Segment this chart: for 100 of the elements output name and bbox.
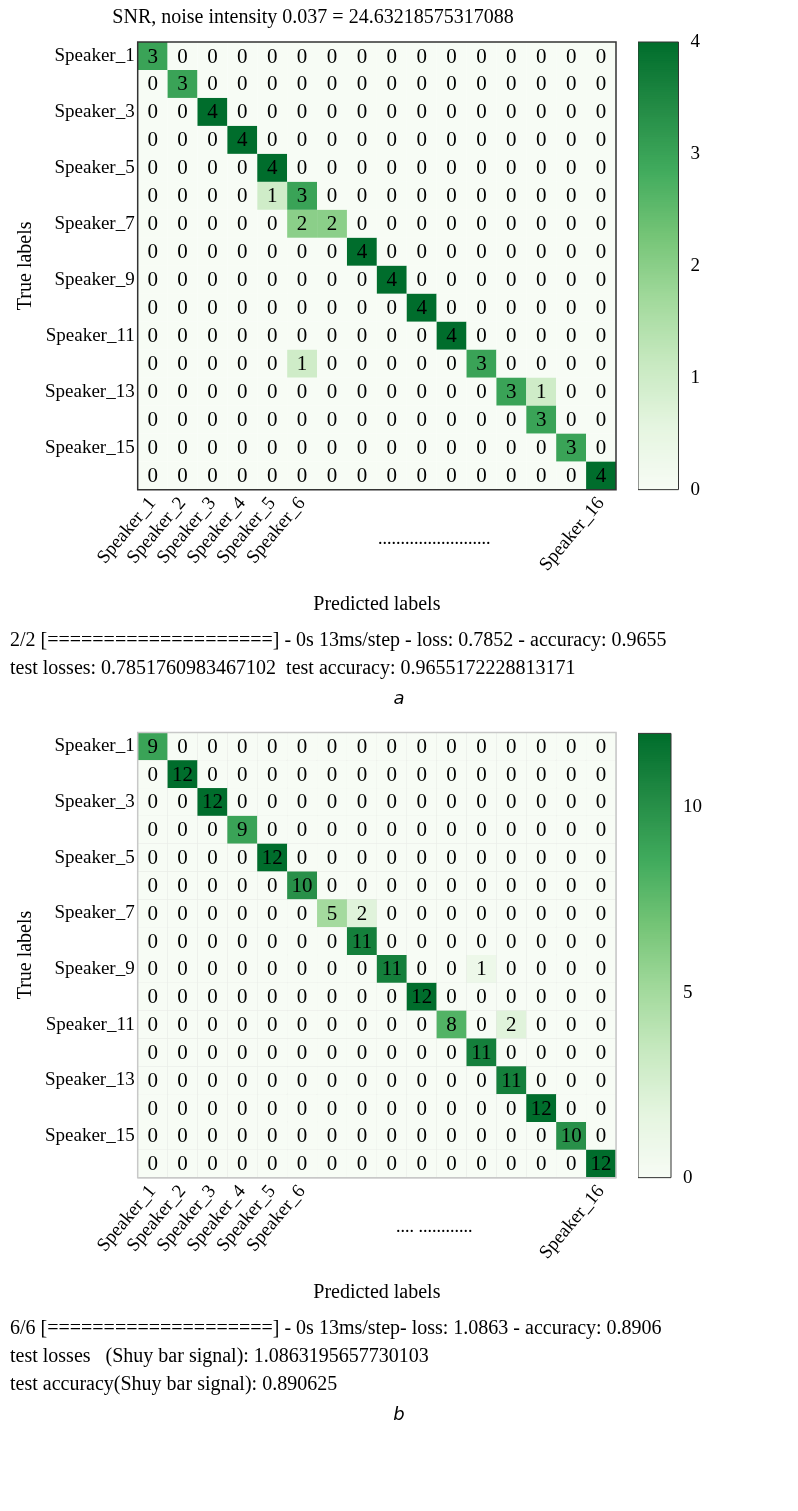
data-label: 0 <box>326 733 338 758</box>
data-label: 0 <box>416 323 427 348</box>
data-label: 0 <box>207 295 218 320</box>
data-label: 0 <box>386 1151 398 1176</box>
data-label: 0 <box>476 761 487 786</box>
y-tick-label: Speaker_7 <box>54 211 135 233</box>
data-label: 0 <box>356 733 368 758</box>
data-label: 0 <box>356 1123 368 1148</box>
data-label: 0 <box>506 239 517 264</box>
data-label: 0 <box>326 43 338 68</box>
data-label: 0 <box>207 1012 218 1037</box>
data-label: 0 <box>506 1095 517 1120</box>
data-label: 0 <box>266 351 278 376</box>
data-label: 0 <box>416 71 427 96</box>
data-label: 3 <box>177 71 188 96</box>
data-label: 0 <box>326 1039 338 1064</box>
y-tick-label: Speaker_11 <box>45 323 135 345</box>
data-label: 0 <box>565 99 577 124</box>
data-label: 0 <box>506 183 517 208</box>
data-label: 0 <box>595 127 607 152</box>
x-axis-title: Predicted labels <box>313 1280 441 1303</box>
data-label: 0 <box>207 817 218 842</box>
data-label: 0 <box>266 872 278 897</box>
data-label: 0 <box>147 463 158 488</box>
color-bar-label: 0 <box>683 1165 693 1187</box>
data-label: 0 <box>386 761 398 786</box>
data-label: 0 <box>386 1067 398 1092</box>
data-label: 0 <box>266 733 278 758</box>
data-label: 0 <box>177 817 188 842</box>
data-label: 0 <box>386 789 398 814</box>
data-label: 0 <box>326 435 338 460</box>
data-label: 0 <box>595 1123 607 1148</box>
data-label: 0 <box>147 351 158 376</box>
data-label: 0 <box>356 463 368 488</box>
data-label: 0 <box>595 1095 607 1120</box>
y-tick-label: Speaker_3 <box>54 99 135 121</box>
data-label: 0 <box>177 183 188 208</box>
data-label: 0 <box>177 351 188 376</box>
data-label: 0 <box>386 127 398 152</box>
data-label: 0 <box>207 71 218 96</box>
data-label: 0 <box>237 761 248 786</box>
data-label: 0 <box>595 435 607 460</box>
data-label: 0 <box>446 956 457 981</box>
data-label: 0 <box>356 1039 368 1064</box>
data-label: 0 <box>446 761 457 786</box>
data-label: 9 <box>147 733 158 758</box>
data-label: 0 <box>356 789 368 814</box>
data-label: 0 <box>446 239 457 264</box>
data-label: 0 <box>416 733 427 758</box>
data-label: 0 <box>595 1067 607 1092</box>
data-label: 0 <box>506 435 517 460</box>
data-label: 0 <box>147 267 158 292</box>
data-label: 0 <box>536 351 547 376</box>
data-label: 0 <box>266 1095 278 1120</box>
data-label: 3 <box>296 183 308 208</box>
data-label: 0 <box>386 71 398 96</box>
data-label: 0 <box>506 845 517 870</box>
data-label: 0 <box>536 1151 547 1176</box>
data-label: 0 <box>266 211 278 236</box>
data-label: 0 <box>177 99 188 124</box>
data-label: 0 <box>446 155 457 180</box>
data-label: 0 <box>326 379 338 404</box>
data-label: 0 <box>476 127 487 152</box>
data-label: 3 <box>536 407 547 432</box>
data-label: 0 <box>416 1067 427 1092</box>
data-label: 2 <box>296 211 308 236</box>
data-label: 0 <box>536 323 547 348</box>
data-label: 0 <box>536 845 547 870</box>
data-label: 0 <box>326 1151 338 1176</box>
data-label: 0 <box>177 155 188 180</box>
data-label: 0 <box>177 463 188 488</box>
data-label: 0 <box>446 127 457 152</box>
data-label: 0 <box>296 239 308 264</box>
data-label: 0 <box>565 928 577 953</box>
data-label: 0 <box>326 407 338 432</box>
data-label: 0 <box>446 183 457 208</box>
data-label: 0 <box>506 407 517 432</box>
data-label: 0 <box>237 1012 248 1037</box>
text: test accuracy(Shuy bar signal): 0.890625 <box>9 1371 339 1397</box>
data-label: 0 <box>416 1095 427 1120</box>
data-label: 0 <box>416 872 427 897</box>
y-tick-label: Speaker_11 <box>45 1012 135 1034</box>
data-label: 0 <box>326 71 338 96</box>
data-label: 0 <box>356 1012 368 1037</box>
data-label: 0 <box>476 733 487 758</box>
data-label: 0 <box>386 817 398 842</box>
data-label: 0 <box>386 1095 398 1120</box>
data-label: 0 <box>266 984 278 1009</box>
data-label: 0 <box>147 1123 158 1148</box>
data-label: 0 <box>296 267 308 292</box>
data-label: 0 <box>536 1067 547 1092</box>
data-label: 0 <box>147 817 158 842</box>
data-label: 0 <box>296 407 308 432</box>
data-label: 0 <box>207 1067 218 1092</box>
data-label: 0 <box>416 956 427 981</box>
data-label: 0 <box>356 267 368 292</box>
data-label: 0 <box>147 71 158 96</box>
data-label: 4 <box>356 239 368 264</box>
data-label: 0 <box>506 211 517 236</box>
data-label: 0 <box>506 71 517 96</box>
